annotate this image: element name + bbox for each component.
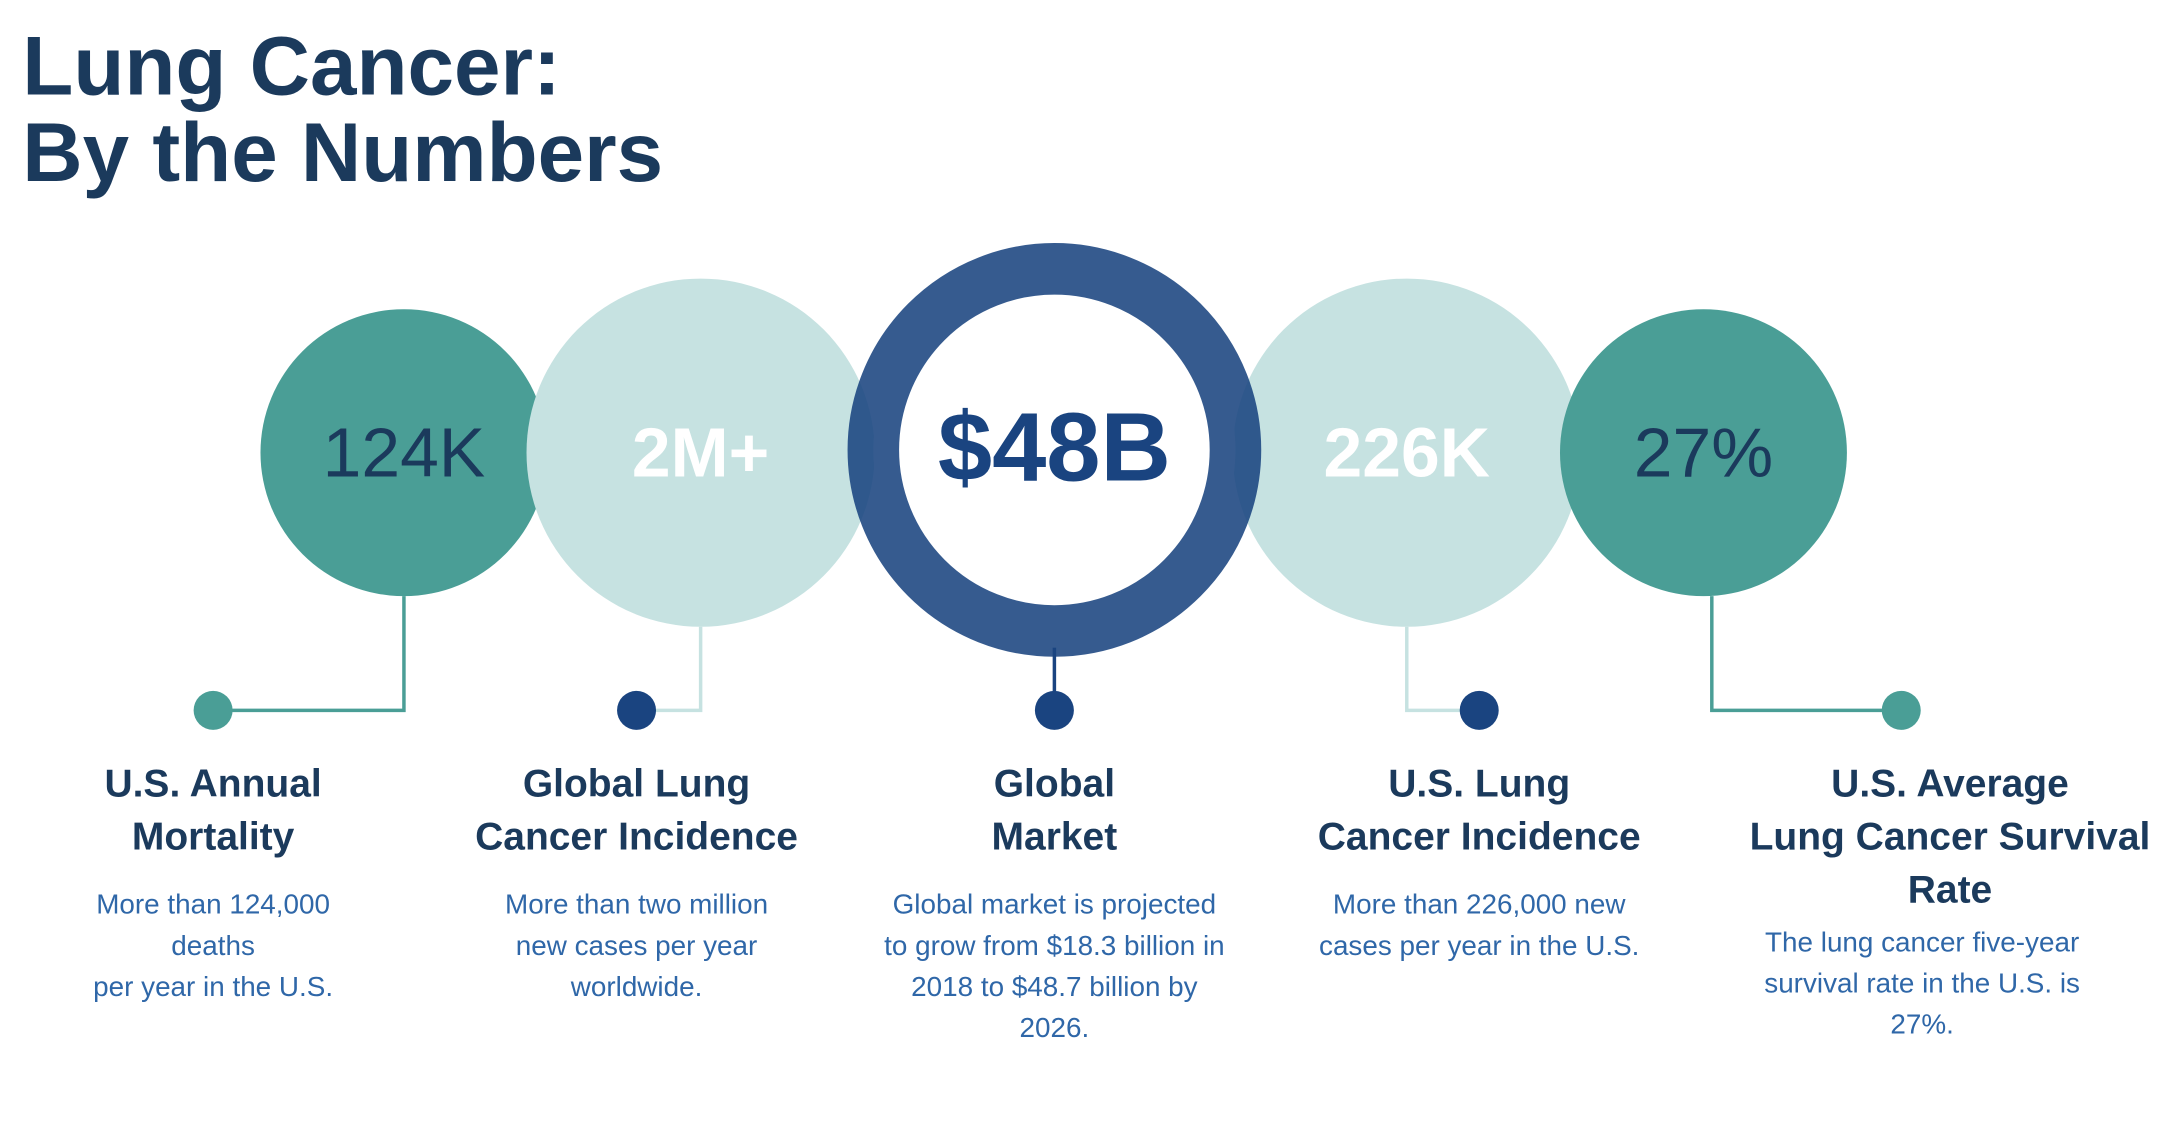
stat-title: Cancer Incidence [475,816,798,859]
stat-description: per year in the U.S. [93,971,333,1002]
stat-title: Mortality [132,816,295,859]
title-line: Lung Cancer: [22,19,561,113]
stat-value: 2M+ [632,414,769,492]
stat-title: U.S. Lung [1388,763,1570,806]
stat-value: $48B [938,393,1171,502]
stat-description: The lung cancer five-year [1765,926,2079,957]
connector [1710,596,1902,713]
stat-value: 27% [1634,414,1773,492]
stat-circle [260,309,548,597]
stat-title: Lung Cancer Survival [1750,816,2151,859]
stat-description: deaths [171,930,255,961]
stat-description: More than two million [505,889,768,920]
stat-description: 2018 to $48.7 billion by [911,971,1197,1002]
stat-title: Market [992,816,1118,859]
ring-circle [847,243,1262,657]
stat-title: U.S. Average [1831,763,2069,806]
stat-title: U.S. Annual [104,763,321,806]
stat-title: Cancer Incidence [1318,816,1641,859]
stat-description: new cases per year [516,930,757,961]
stat-description: 2026. [1020,1012,1090,1043]
connector [1405,626,1480,713]
stat-circle [526,278,875,627]
stat-description: survival rate in the U.S. is [1764,967,2080,998]
stat-circle [1232,278,1581,627]
dot [193,690,233,730]
stat-description: More than 124,000 [96,889,330,920]
dot [1034,690,1074,730]
dot [617,690,657,730]
title-line: By the Numbers [22,105,663,199]
stat-title: Global [994,763,1115,806]
connector [636,626,703,713]
stat-title: Global Lung [523,763,750,806]
stat-description: 27%. [1890,1008,1953,1039]
stat-value: 226K [1324,414,1490,492]
dot [1459,690,1499,730]
stat-value: 124K [323,414,486,492]
stat-circle [1559,309,1847,597]
stat-title: Rate [1908,869,1993,912]
stat-description: More than 226,000 new [1333,889,1626,920]
dot [1881,690,1921,730]
connector [213,596,406,713]
stat-description: to grow from $18.3 billion in [884,930,1225,961]
stat-description: cases per year in the U.S. [1319,930,1639,961]
stat-description: Global market is projected [893,889,1216,920]
stat-description: worldwide. [570,971,703,1002]
